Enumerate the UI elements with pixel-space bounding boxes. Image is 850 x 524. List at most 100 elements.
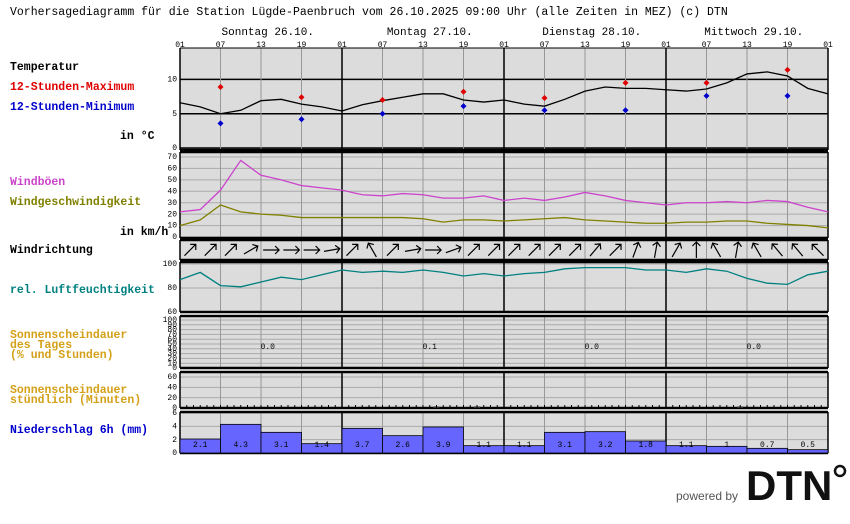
marker	[217, 83, 224, 90]
title: Vorhersagediagramm für die Station Lügde…	[10, 6, 728, 19]
y-tick-label: 90	[167, 321, 177, 330]
hour-label: 13	[256, 41, 266, 50]
marker	[703, 92, 710, 99]
hour-label: 01	[823, 41, 833, 50]
y-tick-label: 40	[167, 187, 177, 196]
hour-label: 01	[499, 41, 509, 50]
precip-label: 3.1	[558, 441, 573, 450]
hour-label: 01	[661, 41, 671, 50]
marker	[217, 120, 224, 127]
marker	[298, 94, 305, 101]
day-label: Mittwoch 29.10.	[704, 27, 803, 39]
hour-label: 07	[378, 41, 388, 50]
y-tick-label: 100	[163, 316, 178, 325]
series-line	[179, 266, 829, 288]
y-tick-label: 70	[167, 153, 177, 162]
panel-label: Niederschlag 6h (mm)	[10, 424, 148, 437]
precip-label: 1.1	[477, 441, 492, 450]
hour-label: 19	[621, 41, 631, 50]
y-tick-label: 30	[167, 350, 177, 359]
wind-arrow	[609, 243, 622, 257]
y-tick-label: 70	[167, 331, 177, 340]
panel-label: Windrichtung	[10, 244, 93, 257]
precip-label: 3.1	[274, 441, 289, 450]
marker	[541, 94, 548, 101]
y-tick-label: 4	[172, 422, 177, 431]
marker	[541, 107, 548, 114]
marker	[622, 107, 629, 114]
legend-label: rel. Luftfeuchtigkeit	[10, 284, 155, 297]
hour-label: 07	[540, 41, 550, 50]
day-label: Dienstag 28.10.	[542, 27, 641, 39]
panel-label: Sonnenscheindauer	[10, 384, 127, 397]
y-tick-label: 80	[167, 284, 177, 293]
wind-arrow	[487, 243, 501, 257]
wind-arrow	[811, 243, 824, 257]
wind-arrow	[733, 241, 743, 258]
wind-arrow	[652, 241, 662, 258]
series-line	[179, 204, 829, 229]
hour-label: 13	[742, 41, 752, 50]
y-tick-label: 30	[167, 199, 177, 208]
precip-bar	[422, 426, 464, 454]
marker	[784, 66, 791, 73]
y-tick-label: 50	[167, 340, 177, 349]
panel-label: (% und Stunden)	[10, 349, 114, 362]
y-tick-label: 0	[172, 364, 177, 373]
sun-label: 0.0	[585, 343, 600, 352]
y-tick-label: 20	[167, 210, 177, 219]
precip-bar	[260, 431, 302, 454]
precip-label: 3.9	[436, 441, 451, 450]
legend-label: Windgeschwindigkeit	[10, 196, 141, 209]
day-label: Montag 27.10.	[387, 27, 473, 39]
marker	[460, 103, 467, 110]
wind-arrow	[323, 244, 341, 254]
wind-arrow	[283, 245, 301, 255]
hour-label: 01	[175, 41, 185, 50]
y-tick-label: 40	[167, 345, 177, 354]
panel-label: Sonnenscheindauer	[10, 329, 127, 342]
panel-label: des Tages	[10, 339, 72, 352]
wind-arrow	[204, 243, 217, 257]
day-label: Sonntag 26.10.	[222, 27, 314, 39]
logo-dot	[833, 464, 847, 478]
precip-label: 3.7	[355, 441, 370, 450]
y-tick-label: 60	[167, 335, 177, 344]
wind-arrow	[224, 243, 237, 257]
precip-label: 2.6	[396, 441, 411, 450]
precip-bar	[220, 423, 262, 454]
y-tick-label: 0	[172, 144, 177, 153]
wind-arrow	[425, 245, 442, 255]
y-tick-label: 10	[167, 76, 177, 85]
wind-arrow	[671, 242, 683, 258]
wind-arrow	[243, 243, 259, 255]
powered-by: powered by	[676, 489, 738, 503]
y-tick-label: 2	[172, 436, 177, 445]
y-tick-label: 0	[172, 404, 177, 413]
wind-arrow	[508, 243, 521, 257]
unit-label: in °C	[120, 130, 155, 143]
precip-label: 1.1	[679, 441, 694, 450]
hour-label: 07	[216, 41, 226, 50]
hour-label: 19	[783, 41, 793, 50]
wind-arrow	[386, 243, 399, 257]
legend-label: 12-Stunden-Minimum	[10, 101, 134, 114]
y-tick-label: 20	[167, 394, 177, 403]
sun-label: 0.0	[747, 343, 762, 352]
precip-label: 3.2	[598, 441, 613, 450]
wind-arrow	[632, 241, 642, 258]
legend-label: Windböen	[10, 176, 65, 189]
hour-label: 13	[580, 41, 590, 50]
y-tick-label: 100	[163, 260, 178, 269]
wind-arrow	[568, 243, 582, 257]
hour-label: 13	[418, 41, 428, 50]
wind-arrow	[589, 243, 602, 257]
y-tick-label: 20	[167, 355, 177, 364]
marker	[784, 92, 791, 99]
wind-arrow	[751, 242, 762, 258]
series-line	[179, 71, 829, 115]
hour-label: 19	[297, 41, 307, 50]
precip-label: 2.1	[193, 441, 208, 450]
